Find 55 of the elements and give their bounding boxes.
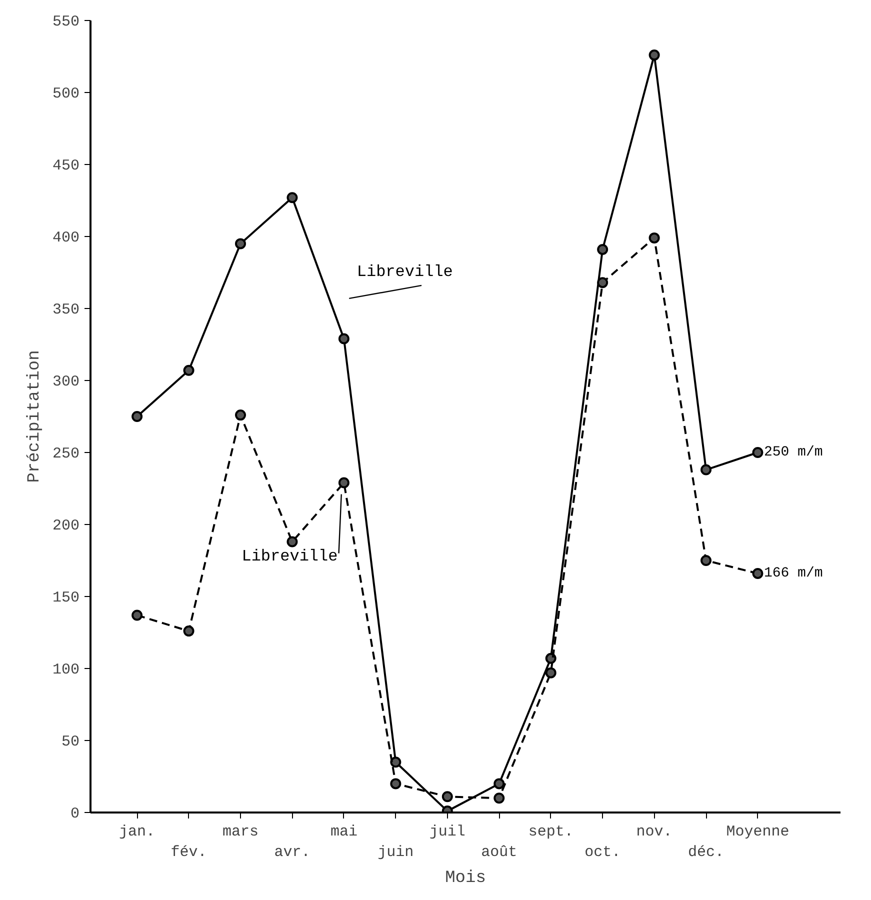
point xyxy=(648,50,660,61)
point xyxy=(442,791,453,802)
x-tick-label: Moyenne xyxy=(726,824,790,840)
x-tick-label: oct. xyxy=(584,844,621,861)
point xyxy=(752,568,764,579)
x-axis-title: Mois xyxy=(445,868,486,888)
point xyxy=(338,333,350,344)
point xyxy=(390,778,402,790)
x-tick-label: fév. xyxy=(170,844,207,861)
x-tick-label: mars xyxy=(222,824,259,840)
x-tick-label: août xyxy=(481,844,518,861)
point xyxy=(183,626,194,637)
y-tick-label: 100 xyxy=(52,662,80,678)
data-label: 166 m/m xyxy=(764,565,823,582)
point xyxy=(648,232,660,244)
point xyxy=(286,192,298,204)
point xyxy=(183,364,194,376)
point xyxy=(286,536,298,548)
point xyxy=(494,778,505,790)
point xyxy=(390,756,402,768)
point xyxy=(700,464,712,476)
x-tick-label: jan. xyxy=(119,824,156,840)
x-tick-label: nov. xyxy=(636,824,672,840)
point xyxy=(545,667,556,678)
x-tick-label: juin xyxy=(378,844,414,861)
y-tick-label: 450 xyxy=(52,158,80,174)
point xyxy=(597,244,608,255)
point xyxy=(338,477,350,488)
point xyxy=(132,411,143,422)
y-tick-label: 300 xyxy=(52,374,80,390)
y-tick-label: 400 xyxy=(52,230,80,246)
point xyxy=(494,792,505,804)
point xyxy=(132,610,143,621)
point xyxy=(752,447,764,458)
point xyxy=(235,410,246,421)
y-tick-label: 550 xyxy=(52,14,80,30)
y-tick-label: 350 xyxy=(52,302,80,318)
series-label: Libreville xyxy=(356,263,453,282)
x-tick-label: avr. xyxy=(274,844,310,861)
y-tick-label: 250 xyxy=(52,446,80,462)
y-tick-label: 50 xyxy=(61,734,80,750)
y-tick-label: 0 xyxy=(70,806,80,822)
point xyxy=(700,555,712,566)
y-tick-label: 500 xyxy=(52,86,80,102)
y-tick-label: 200 xyxy=(52,518,80,534)
point xyxy=(597,277,608,288)
x-tick-label: mai xyxy=(330,824,358,840)
data-label: 250 m/m xyxy=(764,444,823,460)
point xyxy=(235,238,246,250)
x-tick-label: sept. xyxy=(528,824,574,840)
y-axis-title: Précipitation xyxy=(25,350,44,483)
y-tick-label: 150 xyxy=(52,590,80,606)
x-tick-label: déc. xyxy=(688,844,724,861)
series-label: Libreville xyxy=(242,548,338,566)
x-tick-label: juil xyxy=(429,824,466,840)
